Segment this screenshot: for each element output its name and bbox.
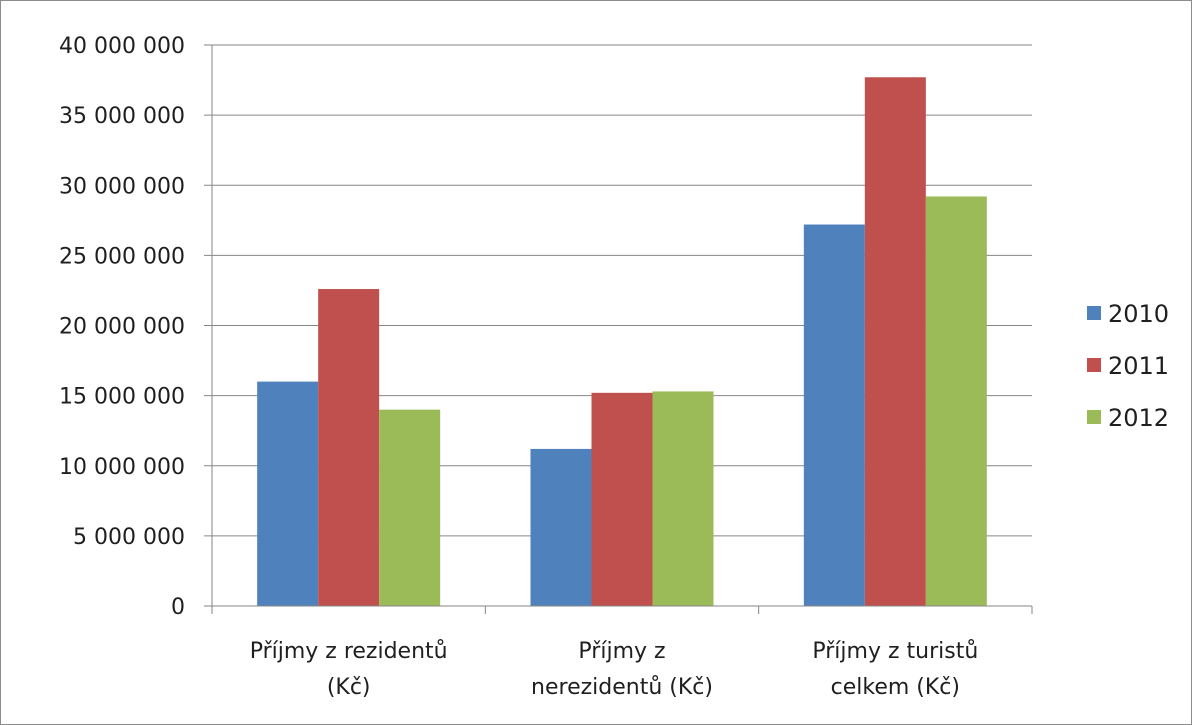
bar-2012 xyxy=(379,409,441,606)
bar-2012 xyxy=(925,196,987,606)
legend: 2010 2011 2012 xyxy=(1087,300,1169,432)
y-tick-label: 20 000 000 xyxy=(59,315,185,340)
bars xyxy=(257,77,987,606)
bar-2012 xyxy=(652,391,714,606)
category-label: Příjmy z xyxy=(578,639,665,664)
legend-label-2010: 2010 xyxy=(1108,300,1169,328)
category-label: nerezidentů (Kč) xyxy=(531,675,713,700)
legend-label-2012: 2012 xyxy=(1108,404,1169,432)
bar-2011 xyxy=(318,289,380,606)
category-label: Příjmy z rezidentů xyxy=(250,639,448,664)
x-axis-labels: Příjmy z rezidentů (Kč) Příjmy z nerezident… xyxy=(250,639,979,700)
legend-swatch-2010 xyxy=(1087,306,1101,320)
bar-2011 xyxy=(591,392,653,606)
bar-2010 xyxy=(530,448,592,606)
y-axis-ticks: 0 5 000 000 10 000 000 15 000 000 20 000 000… xyxy=(59,34,212,620)
y-tick-label: 0 xyxy=(171,595,185,620)
y-tick-label: 5 000 000 xyxy=(73,525,185,550)
legend-swatch-2012 xyxy=(1087,410,1101,424)
y-tick-label: 30 000 000 xyxy=(59,174,185,199)
legend-label-2011: 2011 xyxy=(1108,352,1169,380)
bar-2010 xyxy=(803,224,865,606)
y-tick-label: 35 000 000 xyxy=(59,104,185,129)
category-label: celkem (Kč) xyxy=(831,675,960,700)
bar-2011 xyxy=(864,77,926,606)
bar-2010 xyxy=(257,381,319,606)
legend-swatch-2011 xyxy=(1087,358,1101,372)
y-tick-label: 40 000 000 xyxy=(59,34,185,59)
category-label: (Kč) xyxy=(327,675,371,700)
y-tick-label: 25 000 000 xyxy=(59,244,185,269)
x-axis xyxy=(211,45,1033,614)
y-tick-label: 15 000 000 xyxy=(59,385,185,410)
category-label: Příjmy z turistů xyxy=(812,639,978,664)
y-tick-label: 10 000 000 xyxy=(59,455,185,480)
